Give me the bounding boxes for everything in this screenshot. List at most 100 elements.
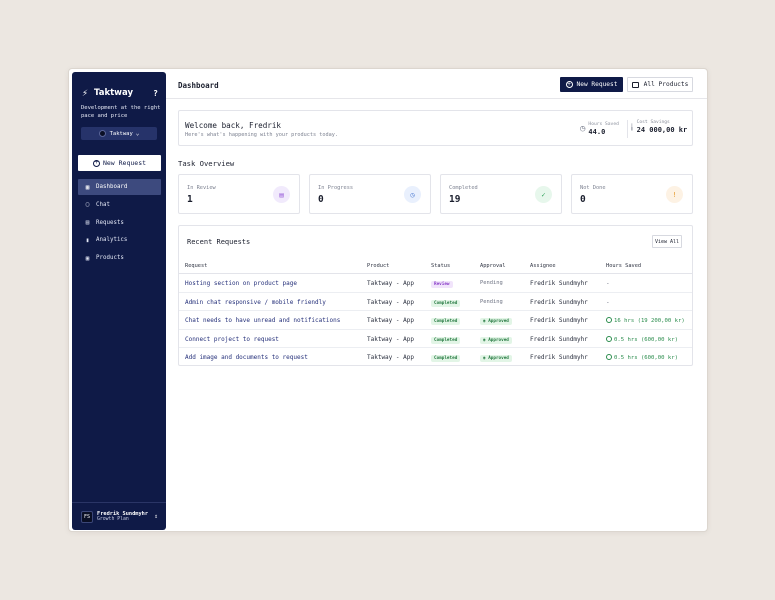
status-badge: Completed	[431, 318, 461, 325]
chevron-updown-icon: ⇕	[154, 513, 158, 520]
plus-circle-icon: +	[92, 159, 100, 167]
product-name: Taktway - App	[367, 280, 414, 287]
status-badge: Completed	[431, 299, 461, 307]
card-label: In Review	[187, 185, 216, 191]
clock-icon	[606, 317, 612, 323]
request-title[interactable]: Hosting section on product page	[185, 280, 297, 287]
sidebar-item-products[interactable]: ▣ Products	[78, 250, 161, 266]
sidebar-new-request-label: New Request	[102, 159, 147, 167]
hours-saved-label: Hours Saved	[588, 121, 619, 127]
column-header[interactable]: Assignee	[530, 263, 556, 269]
chat-icon: ▢	[85, 201, 90, 209]
request-title[interactable]: Chat needs to have unread and notificati…	[185, 317, 341, 324]
card-value: 1	[187, 194, 193, 205]
box-icon: ▣	[85, 254, 90, 262]
completed-card[interactable]: Completed 19 ✓	[440, 174, 562, 214]
hours-saved: 16 hrs (19 200,00 kr)	[614, 318, 685, 324]
sidebar-item-chat[interactable]: ▢ Chat	[78, 197, 161, 213]
product-name: Taktway - App	[367, 317, 414, 324]
approval-status: Pending	[480, 298, 503, 305]
bolt-logo-icon: ⚡	[82, 87, 89, 99]
assignee-name: Fredrik Sundmyhr	[530, 317, 588, 324]
sidebar-item-analytics[interactable]: ▮ Analytics	[78, 232, 161, 248]
tagline: Development at the right pace and price	[81, 105, 161, 119]
status-badge: Review	[431, 281, 453, 288]
hours-saved-stat: ◷ Hours Saved 44.0	[580, 120, 628, 138]
welcome-subtitle: Here's what's happening with your produc…	[185, 132, 339, 138]
sidebar-item-requests[interactable]: ▤ Requests	[78, 215, 161, 231]
card-value: 0	[318, 194, 324, 205]
table-row[interactable]: Hosting section on product page Taktway …	[179, 274, 692, 293]
sidebar: ⚡ Taktway ? Development at the right pac…	[72, 72, 166, 530]
user-plan: Growth Plan	[97, 517, 129, 522]
clock-icon: ◷	[404, 186, 421, 203]
app-window: ⚡ Taktway ? Development at the right pac…	[68, 68, 708, 532]
in-progress-card[interactable]: In Progress 0 ◷	[309, 174, 431, 214]
hours-saved: -	[606, 298, 610, 306]
new-request-button[interactable]: + New Request	[560, 77, 623, 92]
page-header: Dashboard + New Request All Products	[166, 69, 707, 99]
grid-icon: ▦	[85, 183, 90, 191]
user-menu[interactable]: FS Fredrik Sundmyhr Growth Plan ⇕	[72, 502, 166, 530]
hours-saved: 0.5 hrs (600,00 kr)	[614, 355, 678, 361]
workspace-name: Taktway	[109, 130, 133, 137]
approval-badge: ◉ Approved	[480, 336, 512, 344]
sidebar-nav: ▦ Dashboard ▢ Chat ▤ Requests ▮ Analytic…	[78, 179, 161, 268]
workspace-avatar-icon	[98, 130, 106, 137]
sidebar-item-label: Analytics	[96, 237, 128, 244]
column-header[interactable]: Product	[367, 263, 390, 269]
all-products-button[interactable]: All Products	[627, 77, 693, 92]
avatar: FS	[81, 510, 93, 523]
product-name: Taktway - App	[367, 298, 414, 306]
chevron-down-icon: ⌄	[135, 130, 140, 137]
help-icon[interactable]: ?	[153, 88, 158, 98]
column-header[interactable]: Status	[431, 263, 451, 269]
main-content: Dashboard + New Request All Products Wel…	[166, 69, 707, 531]
request-title[interactable]: Connect project to request	[185, 335, 279, 343]
sidebar-item-dashboard[interactable]: ▦ Dashboard	[78, 179, 161, 195]
welcome-panel: Welcome back, Fredrik Here's what's happ…	[178, 110, 693, 146]
brand-name: Taktway	[94, 88, 134, 98]
all-products-label: All Products	[643, 81, 689, 88]
brand[interactable]: ⚡ Taktway ?	[82, 86, 158, 100]
check-circle-icon: ◉	[483, 319, 489, 324]
cost-savings-label: Cost Savings	[636, 120, 670, 125]
card-value: 19	[449, 194, 461, 205]
check-circle-icon: ◉	[483, 356, 489, 361]
assignee-name: Fredrik Sundmyhr	[530, 298, 588, 306]
card-label: In Progress	[318, 185, 354, 191]
product-name: Taktway - App	[367, 335, 414, 343]
request-title[interactable]: Add image and documents to request	[185, 354, 308, 361]
sidebar-item-label: Products	[96, 255, 124, 262]
column-header[interactable]: Approval	[480, 263, 506, 269]
plus-circle-icon: +	[565, 80, 573, 88]
in-review-card[interactable]: In Review 1 ▤	[178, 174, 300, 214]
not-done-card[interactable]: Not Done 0 !	[571, 174, 693, 214]
product-name: Taktway - App	[367, 354, 414, 361]
workspace-selector[interactable]: Taktway ⌄	[81, 127, 157, 140]
table-row[interactable]: Chat needs to have unread and notificati…	[179, 311, 692, 330]
recent-requests-panel: Recent Requests View All Request Product…	[178, 225, 693, 366]
table-row[interactable]: Connect project to request Taktway - App…	[179, 330, 692, 348]
table-row[interactable]: Admin chat responsive / mobile friendly …	[179, 293, 692, 311]
check-circle-icon: ✓	[535, 186, 552, 203]
hours-saved: -	[606, 280, 610, 287]
alert-circle-icon: !	[666, 186, 683, 203]
status-badge: Completed	[431, 336, 461, 344]
page-title: Dashboard	[178, 81, 219, 90]
box-icon	[631, 81, 639, 88]
column-header[interactable]: Request	[185, 263, 208, 269]
view-all-button[interactable]: View All	[652, 235, 682, 248]
cost-savings-value: 24 000,00 kr	[636, 126, 688, 134]
check-circle-icon: ◉	[483, 337, 489, 343]
request-title[interactable]: Admin chat responsive / mobile friendly	[185, 298, 326, 306]
column-header[interactable]: Hours Saved	[606, 263, 642, 269]
status-badge: Completed	[431, 355, 461, 362]
assignee-name: Fredrik Sundmyhr	[530, 280, 588, 287]
clock-icon: ◷	[580, 124, 586, 134]
sidebar-new-request-button[interactable]: + New Request	[78, 155, 161, 171]
table-row[interactable]: Add image and documents to request Taktw…	[179, 348, 692, 367]
card-value: 0	[580, 194, 586, 205]
clock-icon	[606, 354, 612, 360]
welcome-title: Welcome back, Fredrik	[185, 121, 282, 130]
